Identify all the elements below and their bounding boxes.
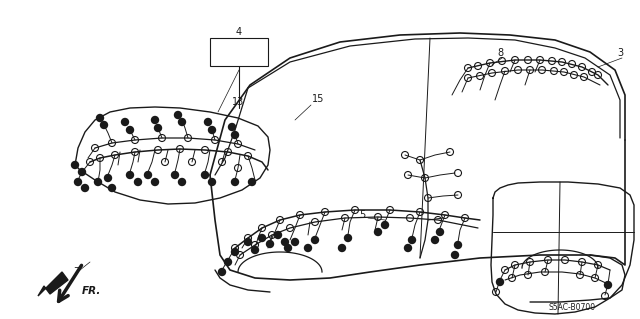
Circle shape	[179, 118, 186, 125]
Text: 5: 5	[359, 210, 365, 220]
Circle shape	[152, 179, 159, 186]
Circle shape	[154, 124, 161, 131]
Circle shape	[291, 239, 298, 246]
Text: S5AC-B0700: S5AC-B0700	[548, 303, 596, 313]
Circle shape	[282, 239, 289, 246]
Circle shape	[266, 241, 273, 248]
Circle shape	[454, 241, 461, 249]
Circle shape	[339, 244, 346, 251]
Polygon shape	[38, 272, 68, 296]
Circle shape	[225, 258, 232, 265]
Circle shape	[232, 131, 239, 138]
Circle shape	[374, 228, 381, 235]
Text: 3: 3	[617, 48, 623, 58]
Circle shape	[175, 112, 182, 118]
Circle shape	[232, 249, 239, 256]
Circle shape	[205, 118, 211, 125]
Circle shape	[202, 172, 209, 179]
Circle shape	[127, 127, 134, 133]
Circle shape	[244, 239, 252, 246]
Circle shape	[248, 179, 255, 186]
Circle shape	[122, 118, 129, 125]
Circle shape	[228, 123, 236, 130]
Text: 4: 4	[236, 27, 242, 37]
Circle shape	[145, 172, 152, 179]
Circle shape	[172, 172, 179, 179]
Circle shape	[497, 278, 504, 286]
Circle shape	[104, 174, 111, 182]
Circle shape	[305, 244, 312, 251]
Circle shape	[259, 234, 266, 241]
Circle shape	[179, 179, 186, 186]
Circle shape	[451, 251, 458, 258]
Circle shape	[209, 179, 216, 186]
Circle shape	[404, 244, 412, 251]
Bar	[210, 38, 268, 66]
Circle shape	[152, 116, 159, 123]
Circle shape	[109, 184, 115, 191]
Circle shape	[72, 161, 79, 168]
Circle shape	[97, 115, 104, 122]
Circle shape	[81, 184, 88, 191]
Circle shape	[275, 232, 282, 239]
Circle shape	[209, 127, 216, 133]
Circle shape	[605, 281, 611, 288]
Text: 7: 7	[73, 267, 79, 277]
Text: 8: 8	[497, 48, 503, 58]
Circle shape	[252, 247, 259, 254]
Text: 13: 13	[232, 97, 244, 107]
Circle shape	[218, 269, 225, 276]
Circle shape	[95, 179, 102, 186]
Circle shape	[436, 228, 444, 235]
Circle shape	[100, 122, 108, 129]
Text: 15: 15	[312, 94, 324, 104]
Circle shape	[408, 236, 415, 243]
Circle shape	[312, 236, 319, 243]
Circle shape	[74, 179, 81, 186]
Circle shape	[344, 234, 351, 241]
Text: FR.: FR.	[82, 286, 101, 296]
Circle shape	[431, 236, 438, 243]
Circle shape	[381, 221, 388, 228]
Circle shape	[232, 179, 239, 186]
Circle shape	[134, 179, 141, 186]
Circle shape	[285, 244, 291, 251]
Circle shape	[127, 172, 134, 179]
Circle shape	[79, 168, 86, 175]
